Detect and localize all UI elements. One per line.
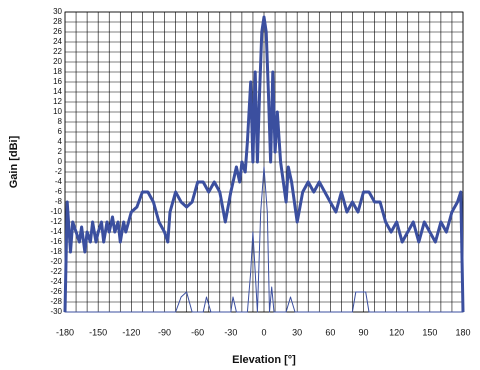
y-tick-label: -30: [50, 307, 62, 316]
x-tick-label: -180: [56, 327, 74, 337]
y-axis-label: Gain [dBi]: [8, 135, 20, 188]
y-tick-label: -4: [55, 177, 63, 186]
y-tick-label: 18: [53, 67, 62, 76]
plot-border: [64, 11, 464, 313]
x-tick-label: -60: [191, 327, 204, 337]
x-axis-label: Elevation [°]: [232, 354, 296, 366]
y-tick-label: 20: [53, 57, 62, 66]
y-tick-label: 22: [53, 47, 62, 56]
y-tick-label: 26: [53, 27, 62, 36]
x-tick-label: 30: [292, 327, 302, 337]
x-tick-label: 180: [455, 327, 470, 337]
data-line: [65, 166, 463, 313]
y-tick-label: -20: [50, 257, 62, 266]
x-tick-label: 90: [358, 327, 368, 337]
y-tick-label: -28: [50, 297, 62, 306]
x-tick-label: 60: [325, 327, 335, 337]
y-tick-label: 10: [53, 107, 62, 116]
y-tick-label: 8: [58, 117, 63, 126]
y-tick-label: -6: [55, 187, 63, 196]
y-tick-label: 6: [58, 127, 63, 136]
x-tick-label: -90: [158, 327, 171, 337]
y-tick-label: 28: [53, 17, 62, 26]
x-tick-label: 0: [261, 327, 266, 337]
y-tick-label: 4: [58, 137, 63, 146]
y-tick-label: -18: [50, 247, 62, 256]
y-tick-label: -14: [50, 227, 62, 236]
y-tick-label: -22: [50, 267, 62, 276]
y-tick-label: -10: [50, 207, 62, 216]
x-tick-label: -120: [122, 327, 140, 337]
y-tick-label: 0: [58, 157, 63, 166]
y-tick-label: 12: [53, 97, 62, 106]
y-tick-label: 2: [58, 147, 63, 156]
y-tick-label: -26: [50, 287, 62, 296]
x-tick-label: 150: [422, 327, 437, 337]
x-tick-label: -150: [89, 327, 107, 337]
y-tick-label: 14: [53, 87, 62, 96]
y-tick-label: -8: [55, 197, 63, 206]
x-tick-label: 120: [389, 327, 404, 337]
y-tick-label: -16: [50, 237, 62, 246]
y-tick-label: -12: [50, 217, 62, 226]
x-tick-label: -30: [224, 327, 237, 337]
y-tick-label: 24: [53, 37, 62, 46]
y-tick-label: 30: [53, 7, 62, 16]
y-tick-label: -2: [55, 167, 63, 176]
y-tick-label: -24: [50, 277, 62, 286]
data-line: [63, 15, 465, 313]
y-tick-label: 16: [53, 77, 62, 86]
